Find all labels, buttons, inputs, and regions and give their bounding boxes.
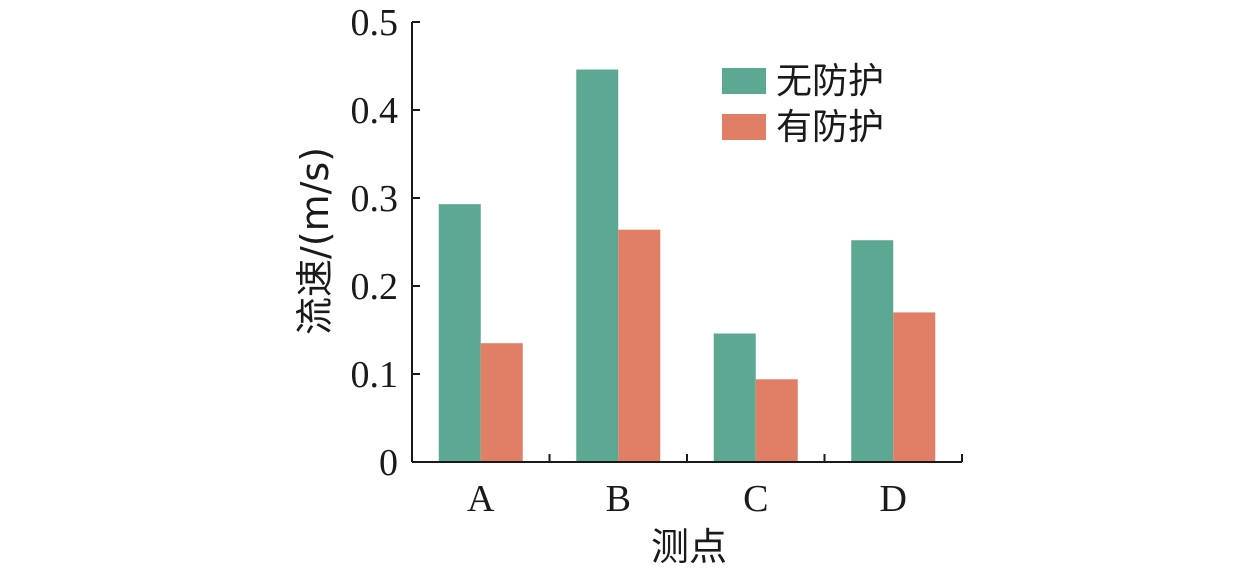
bar-D-series-1 bbox=[851, 240, 894, 462]
y-tick-label-3: 0.3 bbox=[351, 178, 399, 220]
y-tick-label-4: 0.4 bbox=[351, 90, 399, 132]
x-tick-label-D: D bbox=[880, 478, 907, 520]
legend-swatch-series-2 bbox=[722, 114, 766, 140]
y-tick-label-1: 0.1 bbox=[351, 354, 399, 396]
y-tick-label-0: 0 bbox=[379, 442, 398, 484]
bars-group bbox=[438, 69, 936, 463]
bar-D-series-2 bbox=[893, 312, 936, 462]
x-tick-label-B: B bbox=[606, 478, 631, 520]
bar-A-series-1 bbox=[438, 204, 481, 462]
bar-A-series-2 bbox=[480, 343, 523, 462]
y-tick-label-5: 0.5 bbox=[351, 2, 399, 44]
axes-group: 0 0.1 0.2 0.3 0.4 0.5 A B C D bbox=[351, 2, 963, 520]
x-axis-title: 测点 bbox=[651, 525, 727, 569]
legend-label-series-2: 有防护 bbox=[776, 107, 884, 148]
x-tick-label-A: A bbox=[467, 478, 495, 520]
y-axis-title: 流速/(m/s) bbox=[293, 147, 337, 335]
legend-swatch-series-1 bbox=[722, 68, 766, 94]
bar-C-series-1 bbox=[713, 333, 756, 462]
x-tick-label-C: C bbox=[743, 478, 768, 520]
bar-B-series-2 bbox=[618, 229, 661, 462]
bar-B-series-1 bbox=[576, 69, 619, 463]
bar-C-series-2 bbox=[755, 379, 798, 462]
y-tick-label-2: 0.2 bbox=[351, 266, 399, 308]
legend-label-series-1: 无防护 bbox=[776, 61, 884, 102]
legend: 无防护 有防护 bbox=[722, 61, 884, 148]
